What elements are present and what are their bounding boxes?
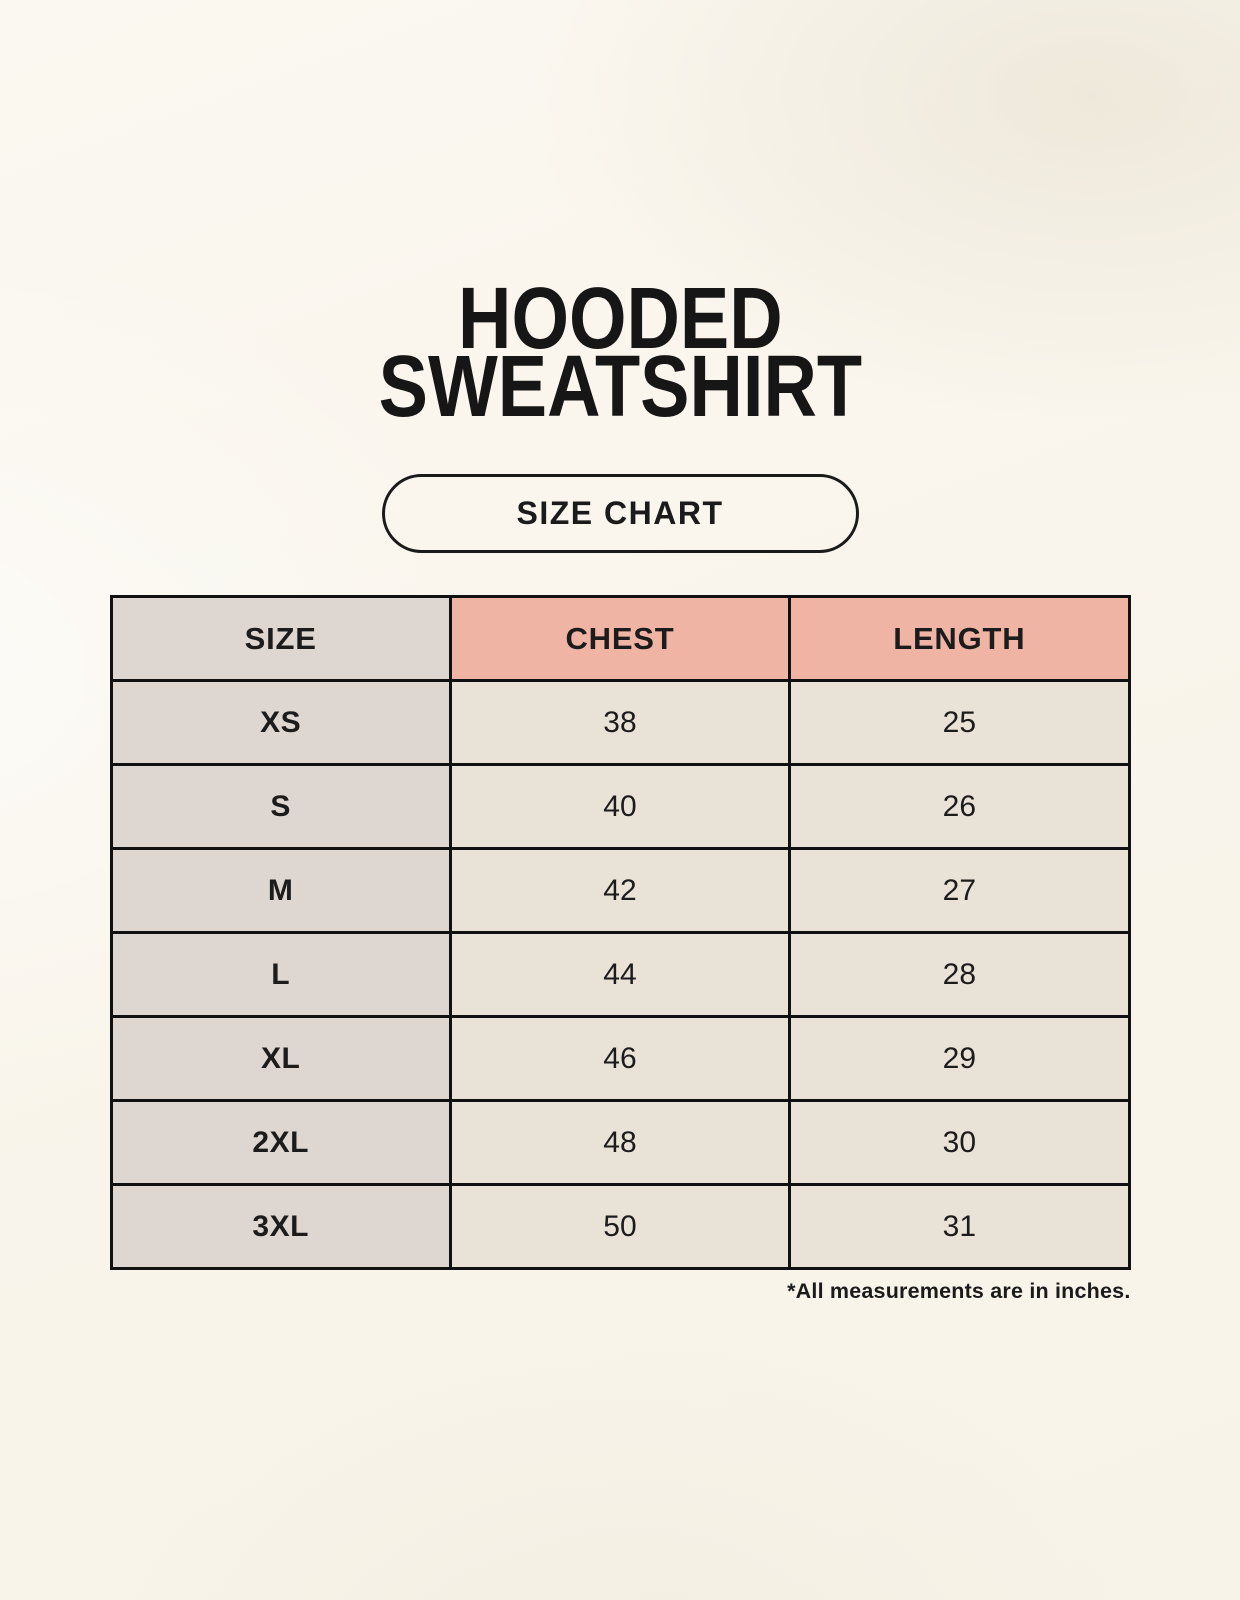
length-cell: 26: [788, 763, 1131, 850]
table-row: 2XL 48 30: [109, 1099, 1131, 1186]
measurements-footnote: *All measurements are in inches.: [787, 1279, 1131, 1303]
size-cell: 2XL: [109, 1099, 452, 1186]
table-row: M 42 27: [109, 847, 1131, 934]
length-cell: 30: [788, 1099, 1131, 1186]
title-line-1: HOODED: [457, 270, 783, 367]
header-length: LENGTH: [788, 595, 1131, 682]
size-cell: XS: [109, 679, 452, 766]
table-row: 3XL 50 31: [109, 1183, 1131, 1270]
chest-cell: 44: [448, 931, 792, 1018]
size-cell: XL: [109, 1015, 452, 1102]
size-cell: 3XL: [109, 1183, 452, 1270]
header-chest: CHEST: [448, 595, 792, 682]
length-cell: 25: [788, 679, 1131, 766]
chest-cell: 42: [448, 847, 792, 934]
header-size: SIZE: [109, 595, 452, 682]
chest-cell: 38: [448, 679, 792, 766]
length-cell: 27: [788, 847, 1131, 934]
length-cell: 28: [788, 931, 1131, 1018]
length-cell: 29: [788, 1015, 1131, 1102]
size-table: SIZE CHEST LENGTH XS 38 25 S 40 26 M 42 …: [109, 595, 1131, 1270]
size-chart-badge-label: SIZE CHART: [516, 495, 724, 531]
size-cell: S: [109, 763, 452, 850]
table-row: XS 38 25: [109, 679, 1131, 766]
title-line-2: SWEATSHIRT: [378, 338, 862, 435]
table-row: XL 46 29: [109, 1015, 1131, 1102]
table-row: L 44 28: [109, 931, 1131, 1018]
table-header-row: SIZE CHEST LENGTH: [109, 595, 1131, 682]
chest-cell: 46: [448, 1015, 792, 1102]
page-title: HOODED SWEATSHIRT: [378, 275, 861, 430]
table-row: S 40 26: [109, 763, 1131, 850]
chest-cell: 40: [448, 763, 792, 850]
chest-cell: 50: [448, 1183, 792, 1270]
length-cell: 31: [788, 1183, 1131, 1270]
page: HOODED SWEATSHIRT SIZE CHART SIZE CHEST …: [109, 275, 1131, 1303]
size-cell: L: [109, 931, 452, 1018]
size-cell: M: [109, 847, 452, 934]
size-chart-badge[interactable]: SIZE CHART: [381, 474, 859, 553]
chest-cell: 48: [448, 1099, 792, 1186]
